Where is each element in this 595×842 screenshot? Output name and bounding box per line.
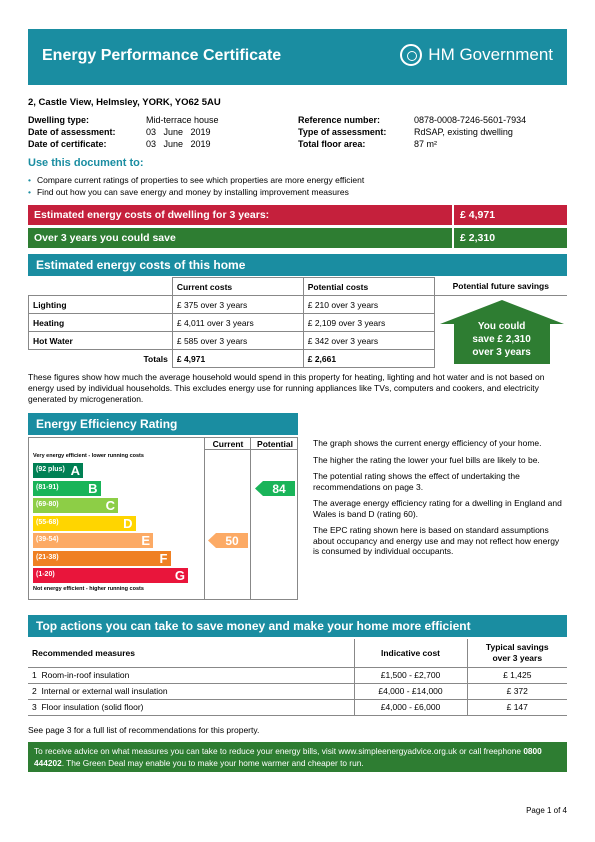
- current-rating-arrow: 50: [208, 533, 248, 548]
- band-letter: C: [105, 498, 115, 513]
- band-range: (21-38): [36, 553, 59, 561]
- floor-area-value: 87 m²: [414, 139, 438, 149]
- rating-band-g: (1-20) G: [33, 568, 188, 583]
- band-range: (69-80): [36, 501, 59, 508]
- certificate-header: Energy Performance Certificate HM Govern…: [28, 29, 567, 85]
- efficiency-section-heading: Energy Efficiency Rating: [28, 413, 298, 435]
- rating-chart: Current Potential Very energy efficient …: [28, 437, 298, 600]
- savings-bar: Over 3 years you could save £ 2,310: [28, 228, 567, 248]
- band-range: (39-54): [36, 536, 59, 543]
- advice-footer: To receive advice on what measures you c…: [28, 742, 567, 772]
- costs-table: Current costs Potential costs Potential …: [28, 277, 567, 368]
- potential-rating-value: 84: [272, 482, 286, 496]
- info-row: Date of assessment: 03 June 2019: [28, 127, 288, 139]
- rating-band-e: (39-54) E: [33, 533, 153, 548]
- band-range: (1-20): [36, 571, 55, 578]
- info-left: Dwelling type: Mid-terrace house Date of…: [28, 115, 288, 151]
- band-letter: F: [159, 550, 168, 566]
- col-savings: Typical savings over 3 years: [466, 639, 567, 668]
- current-rating-value: 50: [225, 534, 239, 548]
- actions-table: Recommended measures Indicative cost Typ…: [28, 639, 567, 716]
- page-number: Page 1 of 4: [526, 806, 567, 815]
- bullet-item: • Find out how you can save energy and mo…: [28, 187, 349, 197]
- estimated-costs-label: Estimated energy costs of dwelling for 3…: [34, 209, 270, 221]
- bottom-note: Not energy efficient - higher running co…: [33, 586, 144, 592]
- info-row: Dwelling type: Mid-terrace house: [28, 115, 288, 127]
- floor-area-label: Total floor area:: [298, 139, 366, 149]
- estimated-costs-value: £ 4,971: [452, 205, 495, 225]
- rating-explanation: The graph shows the current energy effic…: [313, 438, 562, 556]
- costs-section-heading: Estimated energy costs of this home: [28, 254, 567, 276]
- col-measures: Recommended measures: [28, 639, 354, 668]
- savings-arrow-icon: [439, 300, 564, 364]
- costs-note: These figures show how much the average …: [28, 372, 545, 404]
- type-of-assessment-value: RdSAP, existing dwelling: [414, 127, 513, 137]
- potential-rating-arrow: 84: [255, 480, 295, 496]
- top-note: Very energy efficient - lower running co…: [33, 453, 144, 459]
- savings-arrow-text: You could save £ 2,310 over 3 years: [472, 321, 531, 358]
- freephone-number: 0800 444202: [34, 746, 542, 768]
- rating-band-f: (21-38) F: [33, 550, 171, 566]
- info-row: Total floor area: 87 m²: [298, 139, 568, 151]
- savings-value: £ 2,310: [452, 228, 495, 248]
- page-title: Energy Performance Certificate: [42, 47, 282, 64]
- use-document-heading: Use this document to:: [28, 157, 144, 169]
- crest-icon: [400, 44, 423, 66]
- table-row: Lighting £ 375 over 3 years £ 210 over 3…: [28, 295, 568, 364]
- gov-label: HM Government: [428, 45, 553, 64]
- type-of-assessment-label: Type of assessment:: [298, 127, 387, 137]
- band-letter: G: [174, 568, 185, 583]
- info-right: Reference number: 0878-0008-7246-5601-79…: [298, 115, 568, 151]
- reference-number-value: 0878-0008-7246-5601-7934: [414, 115, 527, 125]
- rating-band-a: (92 plus) A: [33, 463, 83, 478]
- col-future-savings: Potential future savings: [433, 277, 567, 296]
- bullet-icon: •: [28, 187, 31, 197]
- savings-arrow-cell: You could save £ 2,310 over 3 years: [434, 296, 567, 368]
- see-page-note: See page 3 for a full list of recommenda…: [28, 725, 260, 735]
- date-of-assessment-label: Date of assessment:: [28, 127, 116, 137]
- estimated-costs-bar: Estimated energy costs of dwelling for 3…: [28, 205, 567, 225]
- table-row: Heating £ 4,011 over 3 years £ 2,109 ove…: [28, 313, 568, 332]
- table-row: 3 Floor insulation (solid floor) £4,000 …: [28, 699, 567, 716]
- band-range: (55-68): [36, 518, 59, 526]
- band-letter: B: [88, 480, 98, 496]
- rating-band-c: (69-80) C: [33, 498, 118, 513]
- band-letter: D: [123, 515, 133, 531]
- table-row-totals: Totals £ 4,971 £ 2,661: [28, 349, 568, 368]
- dwelling-type-value: Mid-terrace house: [146, 115, 219, 125]
- info-row: Reference number: 0878-0008-7246-5601-79…: [298, 115, 568, 127]
- property-address: 2, Castle View, Helmsley, YORK, YO62 5AU: [28, 97, 221, 108]
- bullet-icon: •: [28, 175, 31, 185]
- date-of-certificate-value: 03 June 2019: [146, 139, 211, 149]
- band-letter: A: [70, 463, 80, 478]
- dwelling-type-label: Dwelling type:: [28, 115, 90, 125]
- savings-label: Over 3 years you could save: [34, 232, 176, 244]
- rating-band-b: (81-91) B: [33, 480, 101, 496]
- reference-number-label: Reference number:: [298, 115, 381, 125]
- date-of-assessment-value: 03 June 2019: [146, 127, 211, 137]
- col-potential-heading: Potential: [257, 439, 293, 449]
- info-row: Type of assessment: RdSAP, existing dwel…: [298, 127, 568, 139]
- actions-section-heading: Top actions you can take to save money a…: [28, 615, 567, 637]
- bullet-item: • Compare current ratings of properties t…: [28, 175, 365, 185]
- band-letter: E: [141, 533, 150, 548]
- date-of-certificate-label: Date of certificate:: [28, 139, 107, 149]
- info-row: Date of certificate: 03 June 2019: [28, 139, 288, 151]
- col-current-heading: Current: [212, 439, 244, 449]
- hm-government-logo: HM Government: [400, 44, 553, 66]
- col-current-costs: Current costs: [171, 277, 304, 296]
- band-range: (81-91): [36, 483, 59, 491]
- table-row: 1 Room-in-roof insulation £1,500 - £2,70…: [28, 667, 567, 684]
- rating-band-d: (55-68) D: [33, 515, 136, 531]
- band-range: (92 plus): [36, 466, 65, 473]
- col-potential-costs: Potential costs: [302, 277, 435, 296]
- col-cost: Indicative cost: [353, 639, 467, 668]
- table-row: 2 Internal or external wall insulation £…: [28, 683, 567, 700]
